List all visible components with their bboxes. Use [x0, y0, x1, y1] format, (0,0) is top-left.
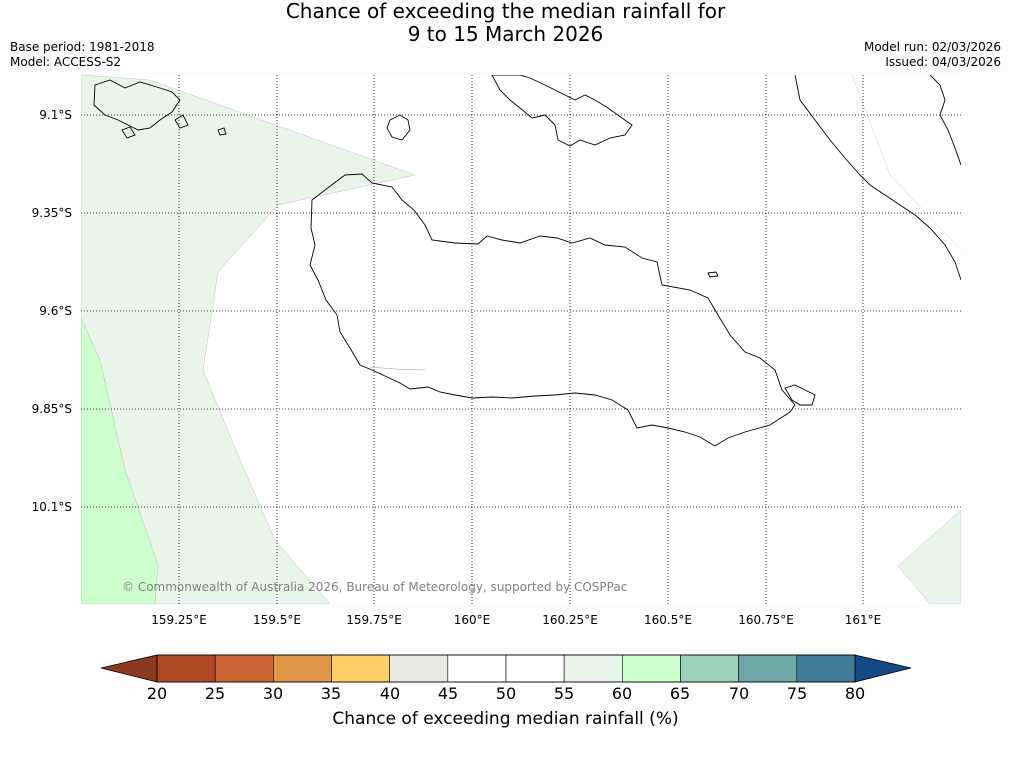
colorbar-tick-label: 45 — [437, 684, 459, 703]
lon-label: 160°E — [453, 613, 491, 627]
colorbar-tick-label: 35 — [320, 684, 342, 703]
colorbar-segment — [273, 654, 332, 683]
model-text: Model: ACCESS-S2 — [10, 55, 122, 69]
region-boundary-line — [851, 75, 961, 251]
colorbar-segment — [680, 654, 739, 683]
malaita-coastline — [794, 75, 961, 281]
colorbar-segment — [622, 654, 681, 683]
florida-islands-coastline — [491, 75, 633, 147]
lon-label: 159.25°E — [151, 613, 207, 627]
lon-label: 160.5°E — [644, 613, 692, 627]
probability-region-se — [897, 509, 961, 604]
colorbar-under-arrow — [100, 654, 158, 683]
colorbar-segment — [505, 654, 565, 683]
lat-label: 9.6°S — [39, 304, 72, 318]
colorbar-tick-label: 70 — [728, 684, 750, 703]
lon-label: 160.75°E — [738, 613, 794, 627]
graticule — [81, 75, 961, 604]
lon-label: 159.75°E — [346, 613, 402, 627]
coastlines — [93, 75, 961, 447]
colorbar-frame — [156, 654, 856, 683]
colorbar-tick-label: 20 — [146, 684, 168, 703]
russell-islands-coastline — [93, 79, 181, 131]
colorbar-segment — [389, 654, 449, 683]
colorbar-segment — [156, 654, 216, 683]
colorbar-segment — [447, 654, 507, 683]
colorbar-tick-label: 60 — [611, 684, 633, 703]
lon-label: 159.5°E — [253, 613, 301, 627]
colorbar-segments — [156, 654, 856, 683]
colorbar-segment — [738, 654, 798, 683]
islet-coastline — [707, 271, 719, 278]
islet-coastline — [174, 114, 189, 129]
colorbar-over-arrow — [854, 654, 912, 683]
colorbar-tick-label: 65 — [669, 684, 691, 703]
lat-label: 9.1°S — [39, 108, 72, 122]
lat-label: 9.35°S — [31, 206, 72, 220]
title-line-2: 9 to 15 March 2026 — [407, 22, 604, 46]
lat-label: 10.1°S — [31, 500, 72, 514]
map-area — [81, 75, 961, 604]
copyright-notice: © Commonwealth of Australia 2026, Bureau… — [122, 580, 628, 594]
base-period-text: Base period: 1981-2018 — [10, 40, 155, 54]
colorbar-segment — [563, 654, 623, 683]
colorbar-tick-label: 40 — [379, 684, 401, 703]
lon-label: 161°E — [844, 613, 882, 627]
colorbar-tick-label: 75 — [786, 684, 808, 703]
title-line-1: Chance of exceeding the median rainfall … — [285, 0, 726, 23]
model-info: Base period: 1981-2018 Model: ACCESS-S2 — [10, 40, 155, 70]
probability-region-60-65 — [81, 317, 159, 604]
probability-region-55-60 — [81, 75, 416, 604]
colorbar-tick-label: 50 — [495, 684, 517, 703]
islet-coastline — [121, 126, 136, 139]
colorbar-tick-label: 25 — [204, 684, 226, 703]
reef-line — [369, 366, 426, 371]
colorbar — [100, 654, 912, 683]
lat-label: 9.85°S — [31, 402, 72, 416]
marau-islets-coastline — [784, 384, 816, 406]
colorbar-title: Chance of exceeding median rainfall (%) — [332, 709, 679, 729]
guadalcanal-coastline — [309, 173, 796, 447]
colorbar-segment — [796, 654, 856, 683]
lon-label: 160.25°E — [542, 613, 598, 627]
run-info: Model run: 02/03/2026 Issued: 04/03/2026 — [864, 40, 1001, 70]
colorbar-segment — [214, 654, 274, 683]
colorbar-segment — [331, 654, 390, 683]
model-run-text: Model run: 02/03/2026 — [863, 40, 1001, 54]
colorbar-tick-label: 55 — [553, 684, 575, 703]
issued-text: Issued: 04/03/2026 — [885, 55, 1001, 69]
colorbar-tick-label: 30 — [262, 684, 284, 703]
map-title: Chance of exceeding the median rainfall … — [0, 0, 1011, 46]
malaita-north-coastline — [929, 75, 961, 166]
islet-coastline — [217, 127, 227, 136]
colorbar-tick-label: 80 — [844, 684, 866, 703]
savo-island-coastline — [386, 114, 411, 141]
